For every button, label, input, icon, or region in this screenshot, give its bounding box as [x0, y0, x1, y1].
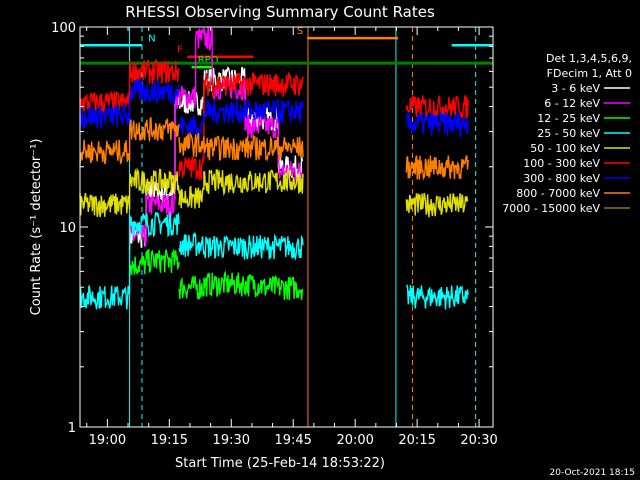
legend-header: FDecim 1, Att 0 — [547, 67, 632, 80]
series-line-s8 — [79, 117, 180, 165]
series-line-s7 — [79, 77, 180, 130]
legend-entry-label: 25 - 50 keV — [537, 127, 600, 140]
y-tick-label: 100 — [51, 21, 76, 36]
legend-entry-label: 800 - 7000 keV — [516, 187, 600, 200]
y-axis-label: Count Rate (s⁻¹ detector⁻¹) — [29, 139, 44, 316]
series-line-s6 — [79, 59, 180, 114]
legend-header: Det 1,3,4,5,6,9, — [546, 52, 632, 65]
x-tick-label: 20:30 — [460, 433, 497, 448]
series-line-s4 — [79, 211, 180, 310]
series-line-s3 — [178, 269, 304, 301]
legend-entry-label: 12 - 25 keV — [537, 112, 600, 125]
flag-label: N — [148, 33, 155, 44]
x-tick-label: 19:30 — [213, 433, 250, 448]
flag-label: S — [297, 26, 303, 37]
legend-entry-label: 300 - 800 keV — [523, 172, 600, 185]
legend-entry-label: 3 - 6 keV — [551, 82, 600, 95]
flag-label: F — [177, 45, 183, 56]
x-tick-label: 19:45 — [274, 433, 311, 448]
legend-entry-label: 7000 - 15000 keV — [502, 202, 600, 215]
series-line-s7 — [405, 110, 469, 139]
axes: 19:00 19:15 19:30 19:45 20:00 20:15 20:30 1 10 10… — [51, 21, 498, 448]
x-tick-label: 20:15 — [398, 433, 435, 448]
flag-label: RPO — [198, 55, 219, 66]
legend-entry-label: 100 - 300 keV — [523, 157, 600, 170]
series-line-s8 — [178, 131, 304, 162]
x-tick-label: 19:00 — [89, 433, 126, 448]
series-line-s7 — [178, 97, 304, 140]
footer-timestamp: 20-Oct-2021 18:15 — [550, 468, 635, 478]
series-line-s8 — [405, 155, 469, 181]
series-line-s4 — [178, 231, 304, 261]
y-tick-label: 1 — [68, 421, 76, 436]
y-tick-label: 10 — [59, 221, 76, 236]
legend-entry-label: 50 - 100 keV — [530, 142, 600, 155]
legend: Det 1,3,4,5,6,9, FDecim 1, Att 0 3 - 6 keV… — [502, 52, 632, 215]
legend-entry-label: 6 - 12 keV — [544, 97, 600, 110]
series-line-s5 — [178, 168, 304, 209]
series-line-s6 — [178, 71, 304, 181]
x-axis-label: Start Time (25-Feb-14 18:53:22) — [175, 456, 385, 471]
plot-area: N S F RPO — [79, 26, 493, 427]
x-tick-label: 20:00 — [336, 433, 373, 448]
series-line-s4 — [405, 284, 469, 310]
series-line-s5 — [79, 167, 180, 218]
series-line-s3 — [128, 249, 180, 277]
chart-title: RHESSI Observing Summary Count Rates — [125, 3, 435, 21]
x-tick-label: 19:15 — [151, 433, 188, 448]
series-line-s5 — [405, 192, 469, 218]
